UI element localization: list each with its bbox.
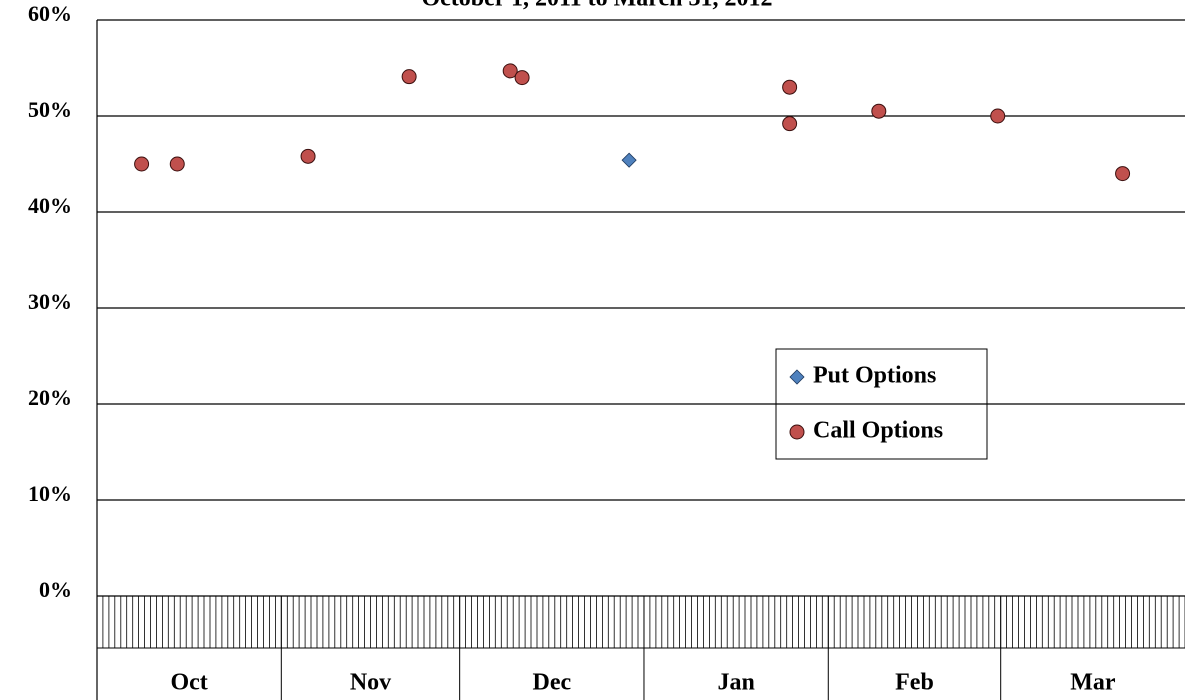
chart-subtitle: October 1, 2011 to March 31, 2012	[421, 0, 772, 12]
y-tick-label: 30%	[28, 289, 72, 314]
legend-marker	[789, 369, 805, 385]
point	[502, 63, 518, 79]
legend-marker	[789, 424, 805, 440]
x-tick-label: Jan	[717, 670, 754, 696]
x-tick-label: Nov	[350, 670, 391, 696]
legend-label: Call Options	[813, 418, 943, 444]
day-ticks	[96, 596, 1185, 648]
x-tick-label: Mar	[1070, 670, 1116, 696]
y-tick-label: 50%	[28, 97, 72, 122]
x-tick-label: Feb	[895, 670, 934, 696]
point	[621, 152, 637, 168]
y-tick-label: 10%	[28, 481, 72, 506]
point	[134, 156, 150, 172]
point	[169, 156, 185, 172]
point	[871, 103, 887, 119]
point	[782, 79, 798, 95]
point	[990, 108, 1006, 124]
point	[401, 69, 417, 85]
y-tick-label: 60%	[28, 1, 72, 26]
point	[782, 116, 798, 132]
y-tick-label: 40%	[28, 193, 72, 218]
point	[1115, 166, 1131, 182]
x-tick-label: Dec	[532, 670, 571, 696]
point	[300, 148, 316, 164]
x-tick-label: Oct	[170, 670, 207, 696]
legend-label: Put Options	[813, 363, 936, 389]
y-tick-label: 0%	[39, 577, 72, 602]
point	[514, 70, 530, 86]
y-tick-label: 20%	[28, 385, 72, 410]
